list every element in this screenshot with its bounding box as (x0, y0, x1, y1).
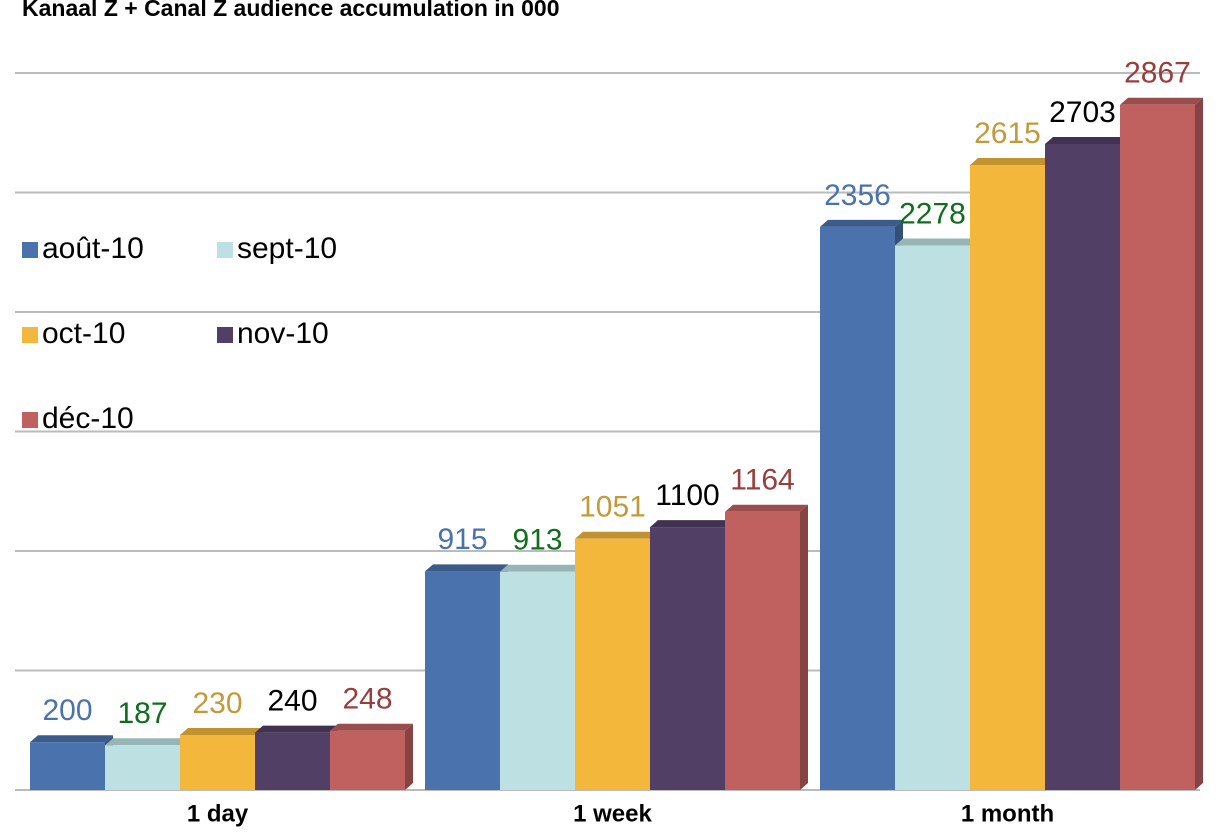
bar-top (30, 735, 113, 743)
data-label: 1051 (579, 491, 646, 524)
x-tick-label: 1 day (187, 800, 249, 827)
data-label: 2703 (1049, 96, 1116, 129)
bar (725, 511, 800, 790)
bar (650, 527, 725, 790)
legend-label: déc-10 (42, 402, 134, 435)
chart-title: Kanaal Z + Canal Z audience accumulation… (22, 0, 559, 21)
bar-top (330, 723, 413, 731)
bar (500, 571, 575, 790)
bar-top (255, 725, 338, 733)
bar-side (800, 504, 808, 790)
bar-side (1195, 97, 1203, 791)
bar (575, 538, 650, 790)
legend-swatch (22, 412, 38, 428)
bar (820, 226, 895, 790)
bar-top (180, 728, 263, 736)
bar (105, 745, 180, 790)
bar-top (575, 531, 658, 539)
legend-swatch (217, 327, 233, 343)
data-label: 240 (267, 685, 317, 718)
legend-swatch (22, 242, 38, 258)
data-label: 2615 (974, 117, 1041, 150)
bar (1045, 143, 1120, 790)
bar-top (105, 738, 188, 746)
legend-label: sept-10 (237, 232, 337, 265)
bar-top (895, 238, 978, 246)
bar (895, 245, 970, 791)
bar-top (1045, 136, 1128, 144)
bar-top (725, 504, 808, 512)
data-label: 1164 (730, 464, 795, 497)
bar-top (970, 158, 1053, 166)
bar (255, 732, 330, 790)
bar-top (1120, 97, 1203, 105)
data-label: 1100 (655, 479, 720, 512)
bar (330, 730, 405, 790)
data-label: 200 (42, 694, 92, 727)
legend-label: août-10 (42, 232, 144, 265)
data-label: 248 (342, 683, 392, 716)
bar-top (500, 564, 583, 572)
data-label: 2867 (1124, 57, 1191, 90)
bar (30, 742, 105, 790)
data-label: 2278 (899, 197, 966, 230)
bar-top (425, 564, 508, 572)
data-label: 230 (192, 687, 242, 720)
x-tick-label: 1 week (573, 800, 652, 827)
bar (425, 571, 500, 790)
bar-top (820, 219, 903, 227)
bar-side (405, 723, 413, 790)
legend-label: nov-10 (237, 317, 329, 350)
data-label: 2356 (824, 179, 891, 212)
bar (1120, 104, 1195, 791)
legend-swatch (22, 327, 38, 343)
data-label: 915 (437, 523, 487, 556)
data-label: 187 (117, 697, 167, 730)
x-tick-label: 1 month (961, 800, 1054, 827)
data-label: 913 (512, 524, 562, 557)
bar (180, 735, 255, 790)
bar (970, 165, 1045, 790)
legend-swatch (217, 242, 233, 258)
legend-label: oct-10 (42, 317, 125, 350)
bar-top (650, 520, 733, 528)
